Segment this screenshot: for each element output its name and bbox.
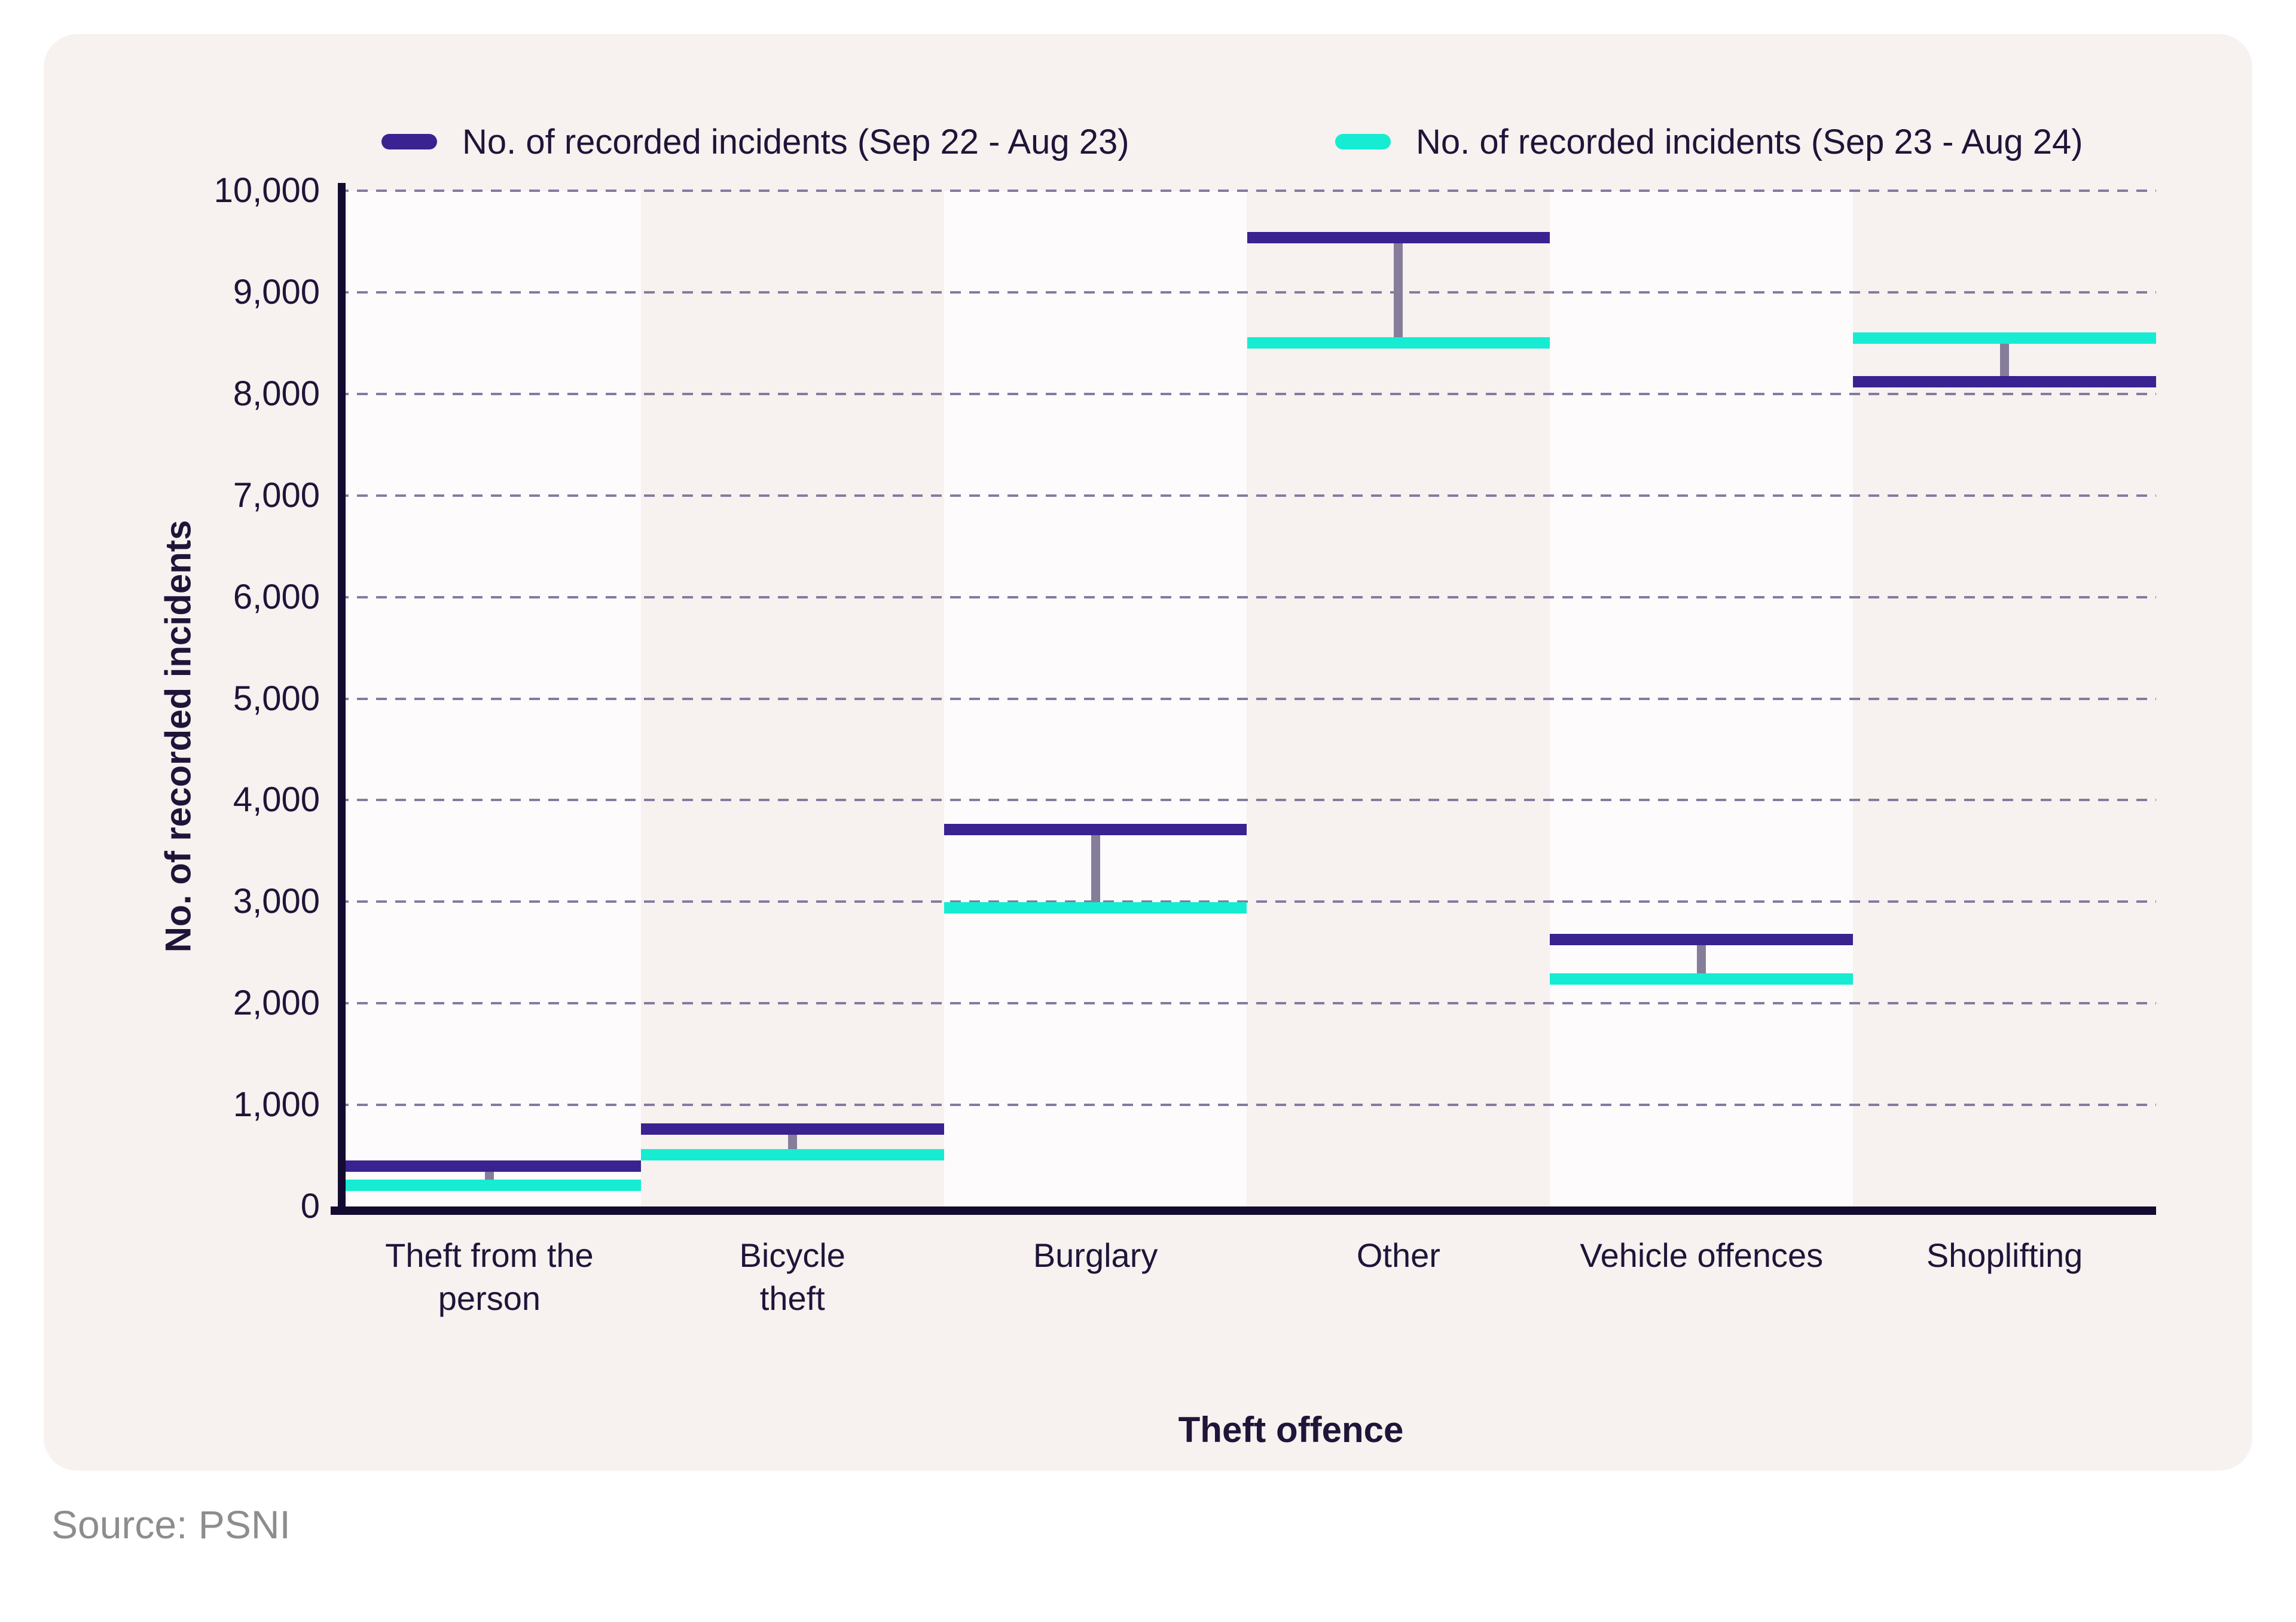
connector-line bbox=[1091, 829, 1100, 908]
series2-bar bbox=[640, 1148, 944, 1160]
y-tick-label: 7,000 bbox=[233, 475, 320, 515]
legend-label: No. of recorded incidents (Sep 23 - Aug … bbox=[1416, 122, 2083, 161]
category-label-line: theft bbox=[759, 1279, 825, 1317]
y-tick-label: 1,000 bbox=[233, 1085, 320, 1125]
connector-line bbox=[787, 1129, 797, 1155]
x-axis-line bbox=[331, 1206, 2156, 1215]
category-label: Shoplifting bbox=[1854, 1234, 2156, 1277]
series1-bar bbox=[1247, 231, 1550, 243]
category-label-line: Bicycle bbox=[739, 1236, 845, 1274]
category-label: Theft from the person bbox=[338, 1234, 640, 1320]
series2-bar bbox=[338, 1179, 641, 1191]
series1-bar bbox=[1853, 375, 2156, 387]
connector-line bbox=[1394, 237, 1403, 343]
y-tick-label: 3,000 bbox=[233, 882, 320, 921]
category-label-line: Shoplifting bbox=[1926, 1236, 2083, 1274]
category-label-line: Burglary bbox=[1033, 1236, 1158, 1274]
grid-line bbox=[338, 697, 2156, 700]
series2-bar bbox=[1853, 332, 2156, 344]
legend-item-sep22-aug23: No. of recorded incidents (Sep 22 - Aug … bbox=[381, 123, 1129, 161]
category-label-line: Vehicle offences bbox=[1580, 1236, 1824, 1274]
series1-bar bbox=[640, 1123, 944, 1135]
y-tick-label: 5,000 bbox=[233, 679, 320, 718]
grid-line bbox=[338, 900, 2156, 903]
y-tick-label: 6,000 bbox=[233, 577, 320, 616]
grid-line bbox=[338, 799, 2156, 802]
category-label: Bicycle theft bbox=[641, 1234, 944, 1320]
grid-line bbox=[338, 392, 2156, 395]
series2-bar bbox=[1247, 337, 1550, 349]
series1-bar bbox=[1550, 933, 1854, 945]
grid-line bbox=[338, 291, 2156, 294]
grid-line bbox=[338, 595, 2156, 598]
x-axis-title: Theft offence bbox=[1178, 1410, 1404, 1450]
y-tick-label: 4,000 bbox=[233, 780, 320, 820]
grid-line bbox=[338, 1002, 2156, 1005]
y-tick-label: 0 bbox=[300, 1187, 320, 1226]
grid-line bbox=[338, 190, 2156, 192]
y-tick-label: 2,000 bbox=[233, 983, 320, 1023]
connector-line bbox=[2000, 338, 2010, 382]
series2-bar bbox=[1550, 973, 1854, 985]
legend-swatch-sep22-aug23 bbox=[381, 134, 437, 149]
series1-bar bbox=[944, 824, 1247, 836]
plot-area: 0 1,000 2,000 3,000 4,000 5,000 6,000 7,000 8,00… bbox=[44, 34, 2252, 1471]
series2-bar bbox=[944, 902, 1247, 914]
grid-line bbox=[338, 494, 2156, 497]
y-tick-label: 10,000 bbox=[213, 171, 320, 210]
source-note: Source: PSNI bbox=[51, 1502, 291, 1547]
chart-card: No. of recorded incidents (Sep 22 - Aug … bbox=[44, 34, 2252, 1471]
grid-line bbox=[338, 1104, 2156, 1107]
legend-swatch-sep23-aug24 bbox=[1335, 134, 1391, 149]
category-label: Burglary bbox=[944, 1234, 1247, 1277]
category-label: Other bbox=[1247, 1234, 1550, 1277]
legend-label: No. of recorded incidents (Sep 22 - Aug … bbox=[462, 122, 1129, 161]
legend-item-sep23-aug24: No. of recorded incidents (Sep 23 - Aug … bbox=[1335, 123, 2083, 161]
category-label-line: Theft from the bbox=[385, 1236, 594, 1274]
category-label-line: Other bbox=[1356, 1236, 1440, 1274]
connector-line bbox=[1697, 939, 1706, 979]
y-axis-line bbox=[338, 183, 346, 1214]
y-tick-label: 8,000 bbox=[233, 374, 320, 413]
y-tick-label: 9,000 bbox=[233, 272, 320, 311]
category-label: Vehicle offences bbox=[1550, 1234, 1853, 1277]
series1-bar bbox=[338, 1160, 641, 1172]
category-label-line: person bbox=[438, 1279, 541, 1317]
